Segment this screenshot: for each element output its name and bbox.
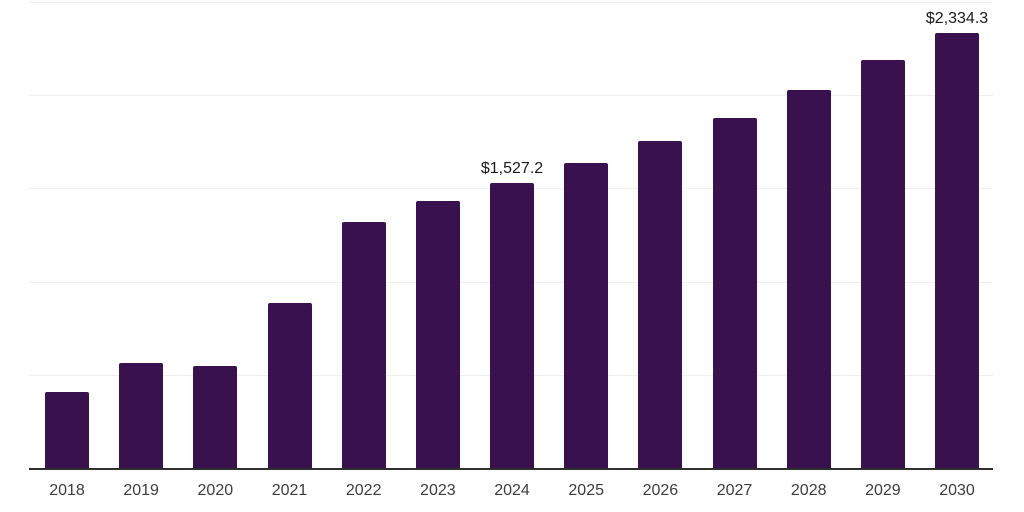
bar-2020	[193, 366, 238, 468]
gridline-2500	[29, 2, 993, 3]
x-tick-label-2019: 2019	[123, 482, 159, 499]
x-tick-label-2022: 2022	[345, 482, 382, 499]
bar-2029	[860, 59, 905, 468]
x-tick-label-2023: 2023	[420, 482, 456, 499]
x-tick-label-2018: 2018	[49, 482, 85, 499]
x-tick-label-2025: 2025	[568, 482, 604, 499]
x-tick-label-2021: 2021	[271, 482, 308, 499]
bar-2019	[119, 362, 164, 468]
bar-2025	[564, 163, 609, 468]
bar-2030	[935, 32, 980, 468]
x-tick-label-2024: 2024	[494, 482, 530, 499]
x-tick-label-2027: 2027	[716, 482, 753, 499]
bar-value-label-2030: $2,334.3	[925, 9, 989, 27]
bar-2026	[638, 140, 683, 468]
bar-2018	[45, 392, 89, 468]
x-axis-line	[29, 468, 993, 470]
bar-2028	[786, 89, 831, 468]
x-tick-label-2026: 2026	[642, 482, 679, 499]
bar-value-label-2024: $1,527.2	[480, 160, 544, 178]
bar-2022	[341, 221, 386, 468]
x-tick-label-2029: 2029	[865, 482, 901, 499]
bar-2021	[267, 302, 312, 468]
x-tick-label-2028: 2028	[790, 482, 827, 499]
bar-2024	[490, 183, 535, 468]
bar-2027	[712, 117, 757, 468]
x-tick-label-2020: 2020	[197, 482, 234, 499]
gridline-2000	[29, 95, 993, 97]
plot-area: $1,527.2 $2,334.3	[29, 2, 993, 470]
x-axis-tick-labels: 2018 2019 2020 2021 2022 2023 2024 2025 2026 2027…	[29, 481, 993, 505]
x-tick-label-2030: 2030	[939, 482, 975, 499]
bar-2023	[415, 201, 460, 468]
